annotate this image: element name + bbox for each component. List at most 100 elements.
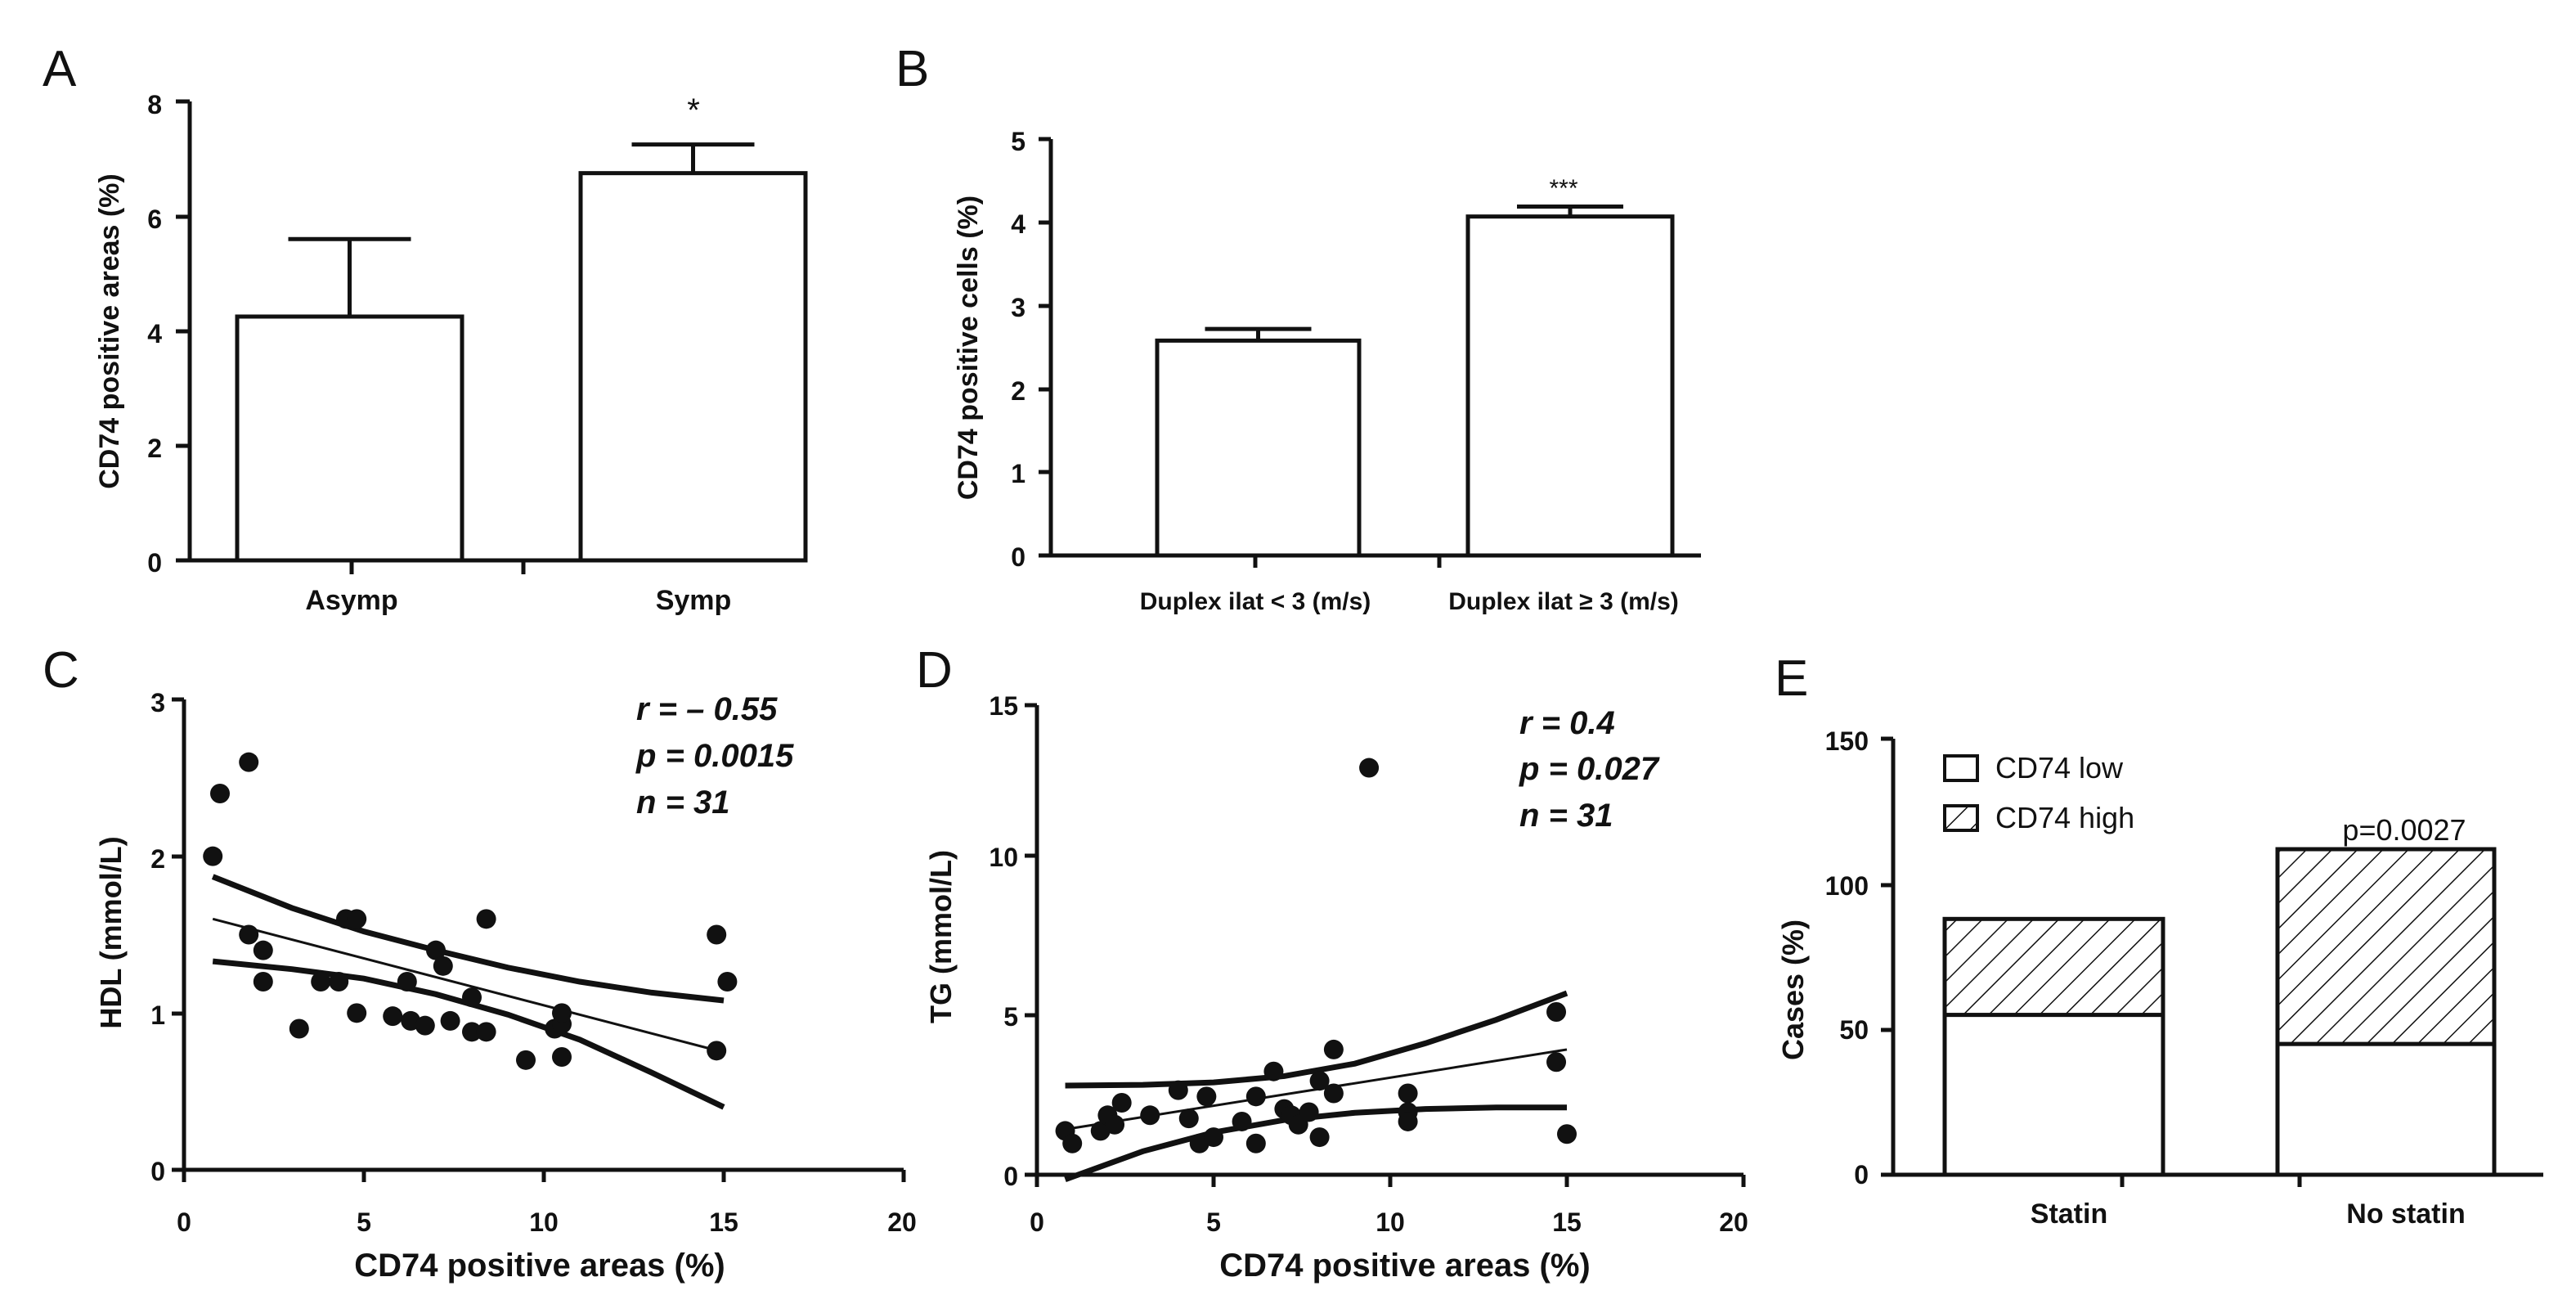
panel-d-point-15 bbox=[1245, 1133, 1266, 1153]
panel-d-ytick-10: 10 bbox=[989, 843, 1018, 872]
panel-d-point-2 bbox=[1062, 1133, 1083, 1153]
panel-b-ylabel: CD74 positive cells (%) bbox=[953, 196, 984, 500]
panel-c-ytick-3: 3 bbox=[150, 688, 165, 717]
panel-c-point-6 bbox=[253, 972, 273, 991]
panel-a-axes bbox=[176, 99, 717, 574]
panel-c-xtick-5: 5 bbox=[357, 1207, 371, 1237]
panel-c-point-1 bbox=[203, 846, 223, 866]
panel-d-ylabel: TG (mmol/L) bbox=[924, 850, 958, 1023]
panel-c-stat-p: p = 0.0015 bbox=[635, 738, 794, 774]
panel-c-point-4 bbox=[239, 924, 259, 945]
panel-e-yticks: 0 50 100 150 bbox=[1825, 726, 1869, 1189]
panel-e: Cases (%) 0 50 100 150 CD74 low CD74 hig… bbox=[1776, 726, 2543, 1230]
panel-b-bar-high bbox=[1465, 214, 1675, 558]
panel-c-point-19 bbox=[440, 1010, 460, 1031]
panel-e-bar-nostatin-high bbox=[2275, 847, 2497, 1046]
panel-c-point-21 bbox=[462, 1022, 482, 1042]
panel-b-ytick-1: 1 bbox=[1011, 459, 1025, 488]
panel-letter-a: A bbox=[43, 41, 77, 97]
panel-d-point-31 bbox=[1557, 1124, 1577, 1144]
panel-c: HDL (mmol/L) CD74 positive areas (%) 0 1… bbox=[94, 688, 917, 1284]
legend-label-low: CD74 low bbox=[1995, 751, 2124, 785]
panel-c-point-2 bbox=[210, 784, 230, 803]
panel-c-point-12 bbox=[347, 1003, 367, 1023]
panel-d-point-23 bbox=[1323, 1083, 1344, 1104]
panel-d-points bbox=[1055, 758, 1577, 1153]
panel-b-axes bbox=[1039, 137, 1701, 568]
panel-d-point-8 bbox=[1168, 1080, 1188, 1100]
panel-c-ytick-0: 0 bbox=[150, 1157, 165, 1186]
panel-c-xtick-15: 15 bbox=[709, 1207, 738, 1237]
legend-swatch-high bbox=[1943, 804, 1979, 832]
panel-a-ylabel: CD74 positive areas (%) bbox=[94, 173, 125, 489]
panel-c-point-13 bbox=[383, 1006, 403, 1027]
panel-d-point-9 bbox=[1178, 1108, 1199, 1129]
panel-a-bar-symp bbox=[578, 171, 808, 563]
panel-a-ytick-6: 6 bbox=[147, 205, 162, 234]
panel-e-legend: CD74 low CD74 high bbox=[1943, 751, 2134, 834]
panel-d-point-6 bbox=[1111, 1092, 1132, 1113]
panel-a-xtick-symp: Symp bbox=[656, 585, 732, 616]
panel-c-point-23 bbox=[476, 1022, 496, 1042]
panel-b-yticks: 0 1 2 3 4 5 bbox=[1011, 127, 1025, 572]
panel-d-point-24 bbox=[1323, 1039, 1344, 1059]
panel-d-ci-lower bbox=[1064, 1104, 1567, 1183]
panel-c-xticks: 0 5 10 15 20 bbox=[177, 1207, 917, 1237]
panel-letter-b: B bbox=[895, 41, 929, 97]
panel-c-point-18 bbox=[433, 956, 453, 976]
panel-d-point-13 bbox=[1232, 1111, 1252, 1131]
panel-c-point-28 bbox=[552, 1047, 572, 1067]
panel-c-stat-n: n = 31 bbox=[636, 785, 730, 821]
panel-e-xtick-statin: Statin bbox=[2031, 1198, 2107, 1230]
panel-c-point-7 bbox=[289, 1018, 309, 1039]
panel-a-ytick-2: 2 bbox=[147, 434, 162, 463]
panel-b-ytick-2: 2 bbox=[1011, 376, 1025, 406]
panel-d-point-16 bbox=[1263, 1061, 1284, 1081]
panel-a-ytick-8: 8 bbox=[147, 90, 162, 119]
panel-d-point-5 bbox=[1105, 1114, 1125, 1135]
panel-b-errorbar-high bbox=[1517, 204, 1623, 217]
panel-c-point-31 bbox=[717, 972, 738, 991]
panel-c-point-11 bbox=[347, 909, 367, 929]
panel-c-regression-line bbox=[212, 917, 725, 1054]
panel-e-xtick-nostatin: No statin bbox=[2346, 1198, 2465, 1230]
panel-c-points bbox=[203, 752, 738, 1070]
panel-e-bar-statin-high bbox=[1942, 916, 2165, 1018]
panel-d-point-22 bbox=[1309, 1071, 1330, 1091]
panel-c-point-9 bbox=[329, 972, 349, 991]
panel-c-point-29 bbox=[707, 924, 727, 945]
panel-d-point-28 bbox=[1398, 1111, 1418, 1131]
panel-c-ytick-2: 2 bbox=[150, 844, 165, 874]
panel-d-point-12 bbox=[1204, 1127, 1223, 1148]
panel-d-point-21 bbox=[1309, 1127, 1330, 1148]
panel-e-ytick-0: 0 bbox=[1854, 1160, 1869, 1189]
panel-c-point-5 bbox=[253, 940, 273, 960]
panel-c-point-27 bbox=[552, 1003, 572, 1023]
panel-b-errorbar-low bbox=[1205, 326, 1312, 341]
panel-b-ytick-5: 5 bbox=[1011, 127, 1025, 156]
panel-d-ytick-15: 15 bbox=[989, 691, 1018, 721]
panel-a-yticks: 0 2 4 6 8 bbox=[147, 90, 162, 578]
panel-c-ytick-1: 1 bbox=[150, 1000, 165, 1030]
panel-c-ci-upper bbox=[211, 874, 725, 1004]
panel-d-point-14 bbox=[1245, 1086, 1266, 1107]
panel-b-bar-low bbox=[1155, 338, 1362, 558]
panel-letter-d: D bbox=[916, 642, 953, 699]
panel-c-point-3 bbox=[239, 752, 259, 772]
panel-d-point-30 bbox=[1546, 1052, 1567, 1072]
panel-e-bar-nostatin-low bbox=[2275, 1041, 2497, 1177]
panel-letter-e: E bbox=[1775, 650, 1808, 707]
panel-c-point-14 bbox=[397, 972, 417, 991]
panel-c-ylabel: HDL (mmol/L) bbox=[94, 836, 128, 1028]
panel-d-stat-n: n = 31 bbox=[1519, 798, 1613, 834]
panel-d-yticks: 0 5 10 15 bbox=[989, 691, 1018, 1191]
panel-d-xlabel: CD74 positive areas (%) bbox=[1219, 1248, 1591, 1284]
panel-c-point-8 bbox=[311, 972, 331, 991]
panel-d-point-25 bbox=[1359, 758, 1380, 778]
legend-label-high: CD74 high bbox=[1995, 801, 2134, 834]
panel-c-xtick-0: 0 bbox=[177, 1207, 191, 1237]
panel-d: TG (mmol/L) CD74 positive areas (%) 0 5 … bbox=[924, 691, 1748, 1284]
panel-a-errorbar-symp bbox=[631, 142, 755, 173]
legend-swatch-low bbox=[1943, 754, 1979, 782]
